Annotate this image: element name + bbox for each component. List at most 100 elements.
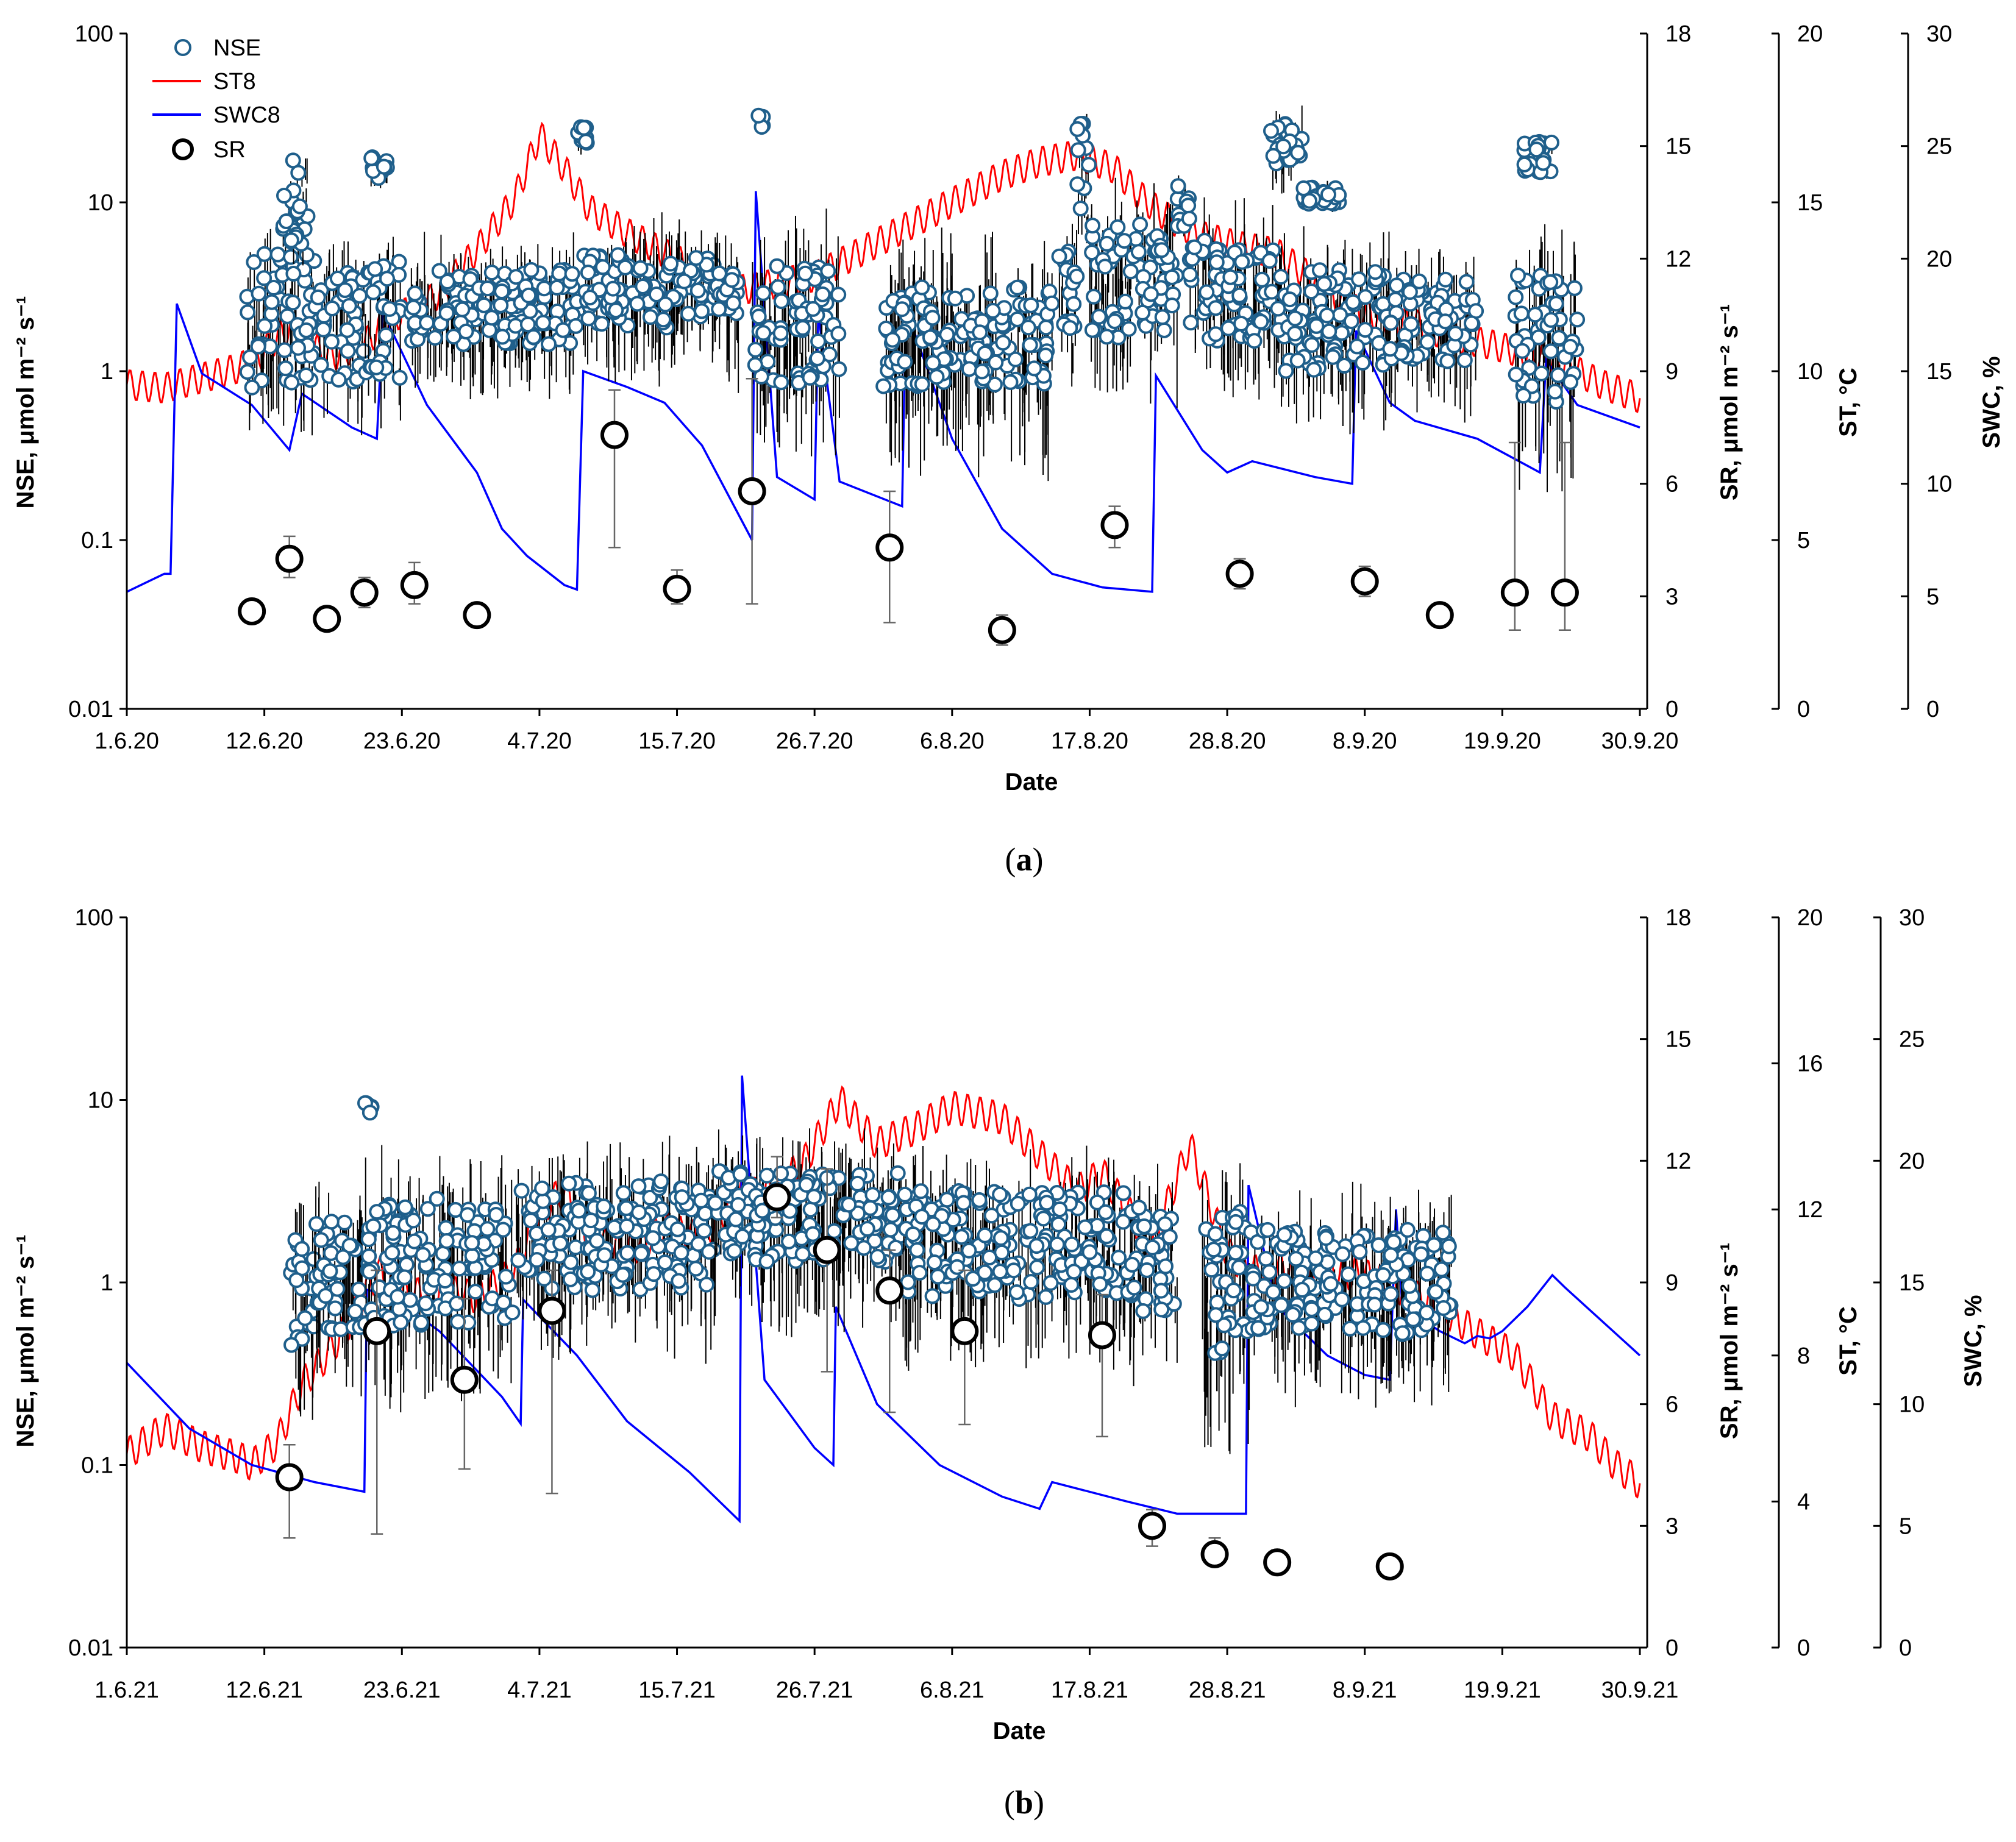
panel-a-nse-point — [1117, 293, 1133, 310]
panel-b-nse-point — [1209, 1294, 1225, 1310]
panel-b-sr-point — [275, 1463, 304, 1492]
panel-a-nse-point — [629, 296, 646, 312]
panel-b-nse-point — [419, 1201, 436, 1217]
panel-a-nse-point — [291, 198, 308, 215]
panel-b-nse-point — [1005, 1262, 1022, 1279]
panel-a-nse-point — [582, 290, 598, 306]
panel-b-nse-point — [1064, 1236, 1080, 1253]
panel-a-x-tick-label: 12.6.20 — [226, 728, 303, 754]
panel-b-nse-point — [283, 1337, 299, 1353]
panel-b-nse-point — [1386, 1234, 1402, 1250]
panel-a-nse-point — [885, 332, 901, 348]
panel-a-nse-point — [1085, 218, 1101, 234]
panel-b-sr-tick-label: 6 — [1665, 1392, 1678, 1418]
panel-b-nse-point — [1139, 1262, 1155, 1278]
panel-b-nse-point — [361, 1248, 377, 1265]
panel-a-sr-point — [1225, 560, 1254, 588]
panel-a-nse-point — [802, 369, 818, 386]
panel-a-nse-point — [330, 371, 347, 388]
panel-b-nse-point — [1303, 1315, 1320, 1332]
panel-a-nse-point — [298, 368, 315, 383]
panel-b-nse-point — [1265, 1284, 1281, 1300]
panel-a-nse-point — [694, 303, 710, 319]
panel-b-sr-point — [363, 1317, 391, 1345]
panel-a-nse-point — [578, 133, 594, 150]
panel-b-nse-point — [730, 1197, 746, 1213]
panel-a-nse-point — [519, 316, 536, 333]
panel-b-nse-point — [347, 1303, 363, 1320]
panel-a-nse-point — [676, 273, 693, 290]
panel-a-left-tick-label: 10 — [88, 190, 113, 216]
panel-b-nse-point — [1008, 1284, 1025, 1300]
panel-a-nse-point — [551, 265, 568, 282]
panel-a-nse-point — [1122, 263, 1139, 280]
panel-a-sr-tick-label: 9 — [1665, 359, 1678, 385]
panel-b-nse-point — [1227, 1245, 1244, 1261]
panel-b-st-axis-title: ST, °C — [1835, 1306, 1862, 1376]
panel-b-swc-tick-label: 10 — [1899, 1392, 1925, 1418]
legend-sr-marker — [172, 138, 194, 160]
panel-b-nse-point — [992, 1230, 1009, 1246]
panel-a-nse-point — [724, 272, 740, 288]
panel-a-nse-point — [897, 354, 913, 370]
panel-a-nse-point — [1311, 262, 1328, 279]
legend-st-label: ST8 — [213, 69, 256, 94]
panel-b-nse-point — [885, 1207, 901, 1223]
panel-b-nse-point — [856, 1240, 872, 1256]
panel-b-nse-point — [926, 1254, 942, 1270]
panel-b-nse-point — [529, 1252, 545, 1268]
panel-a-nse-point — [1143, 286, 1159, 302]
panel-a-nse-point — [875, 378, 892, 394]
panel-a-nse-point — [1287, 325, 1303, 342]
panel-a-nse-point — [617, 259, 633, 276]
panel-b-nse-point — [924, 1288, 941, 1304]
panel-b-nse-point — [583, 1212, 599, 1229]
panel-a-nse-point — [1069, 121, 1086, 137]
panel-b-nse-point — [1366, 1296, 1383, 1313]
panel-a-nse-point — [244, 379, 260, 396]
panel-a-nse-point — [1447, 325, 1464, 342]
panel-a-nse-point — [521, 287, 537, 304]
panel-a-nse-point — [250, 338, 266, 355]
panel-b-nse-point — [1042, 1275, 1059, 1291]
panel-b-sr-point — [813, 1236, 841, 1264]
panel-a-swc-tick-label: 5 — [1926, 584, 1939, 610]
panel-a-sr-tick-label: 15 — [1665, 134, 1691, 160]
panel-b-nse-point — [1225, 1282, 1242, 1299]
panel-a-nse-point — [1208, 326, 1224, 343]
panel-b-nse-point — [688, 1261, 704, 1277]
panel-b-nse-point — [1284, 1307, 1301, 1323]
panel-a-nse-point — [439, 274, 455, 290]
panel-a-nse-point — [536, 280, 552, 297]
panel-a-nse-point — [1351, 271, 1367, 288]
panel-a-nse-point — [1464, 315, 1480, 332]
panel-a-sr-point — [463, 601, 491, 630]
panel-b-nse-point — [619, 1245, 635, 1261]
panel-a-swc-tick-label: 30 — [1926, 21, 1952, 47]
panel-b-x-tick-label: 4.7.21 — [507, 1677, 572, 1703]
panel-a-nse-point — [1550, 367, 1566, 383]
panel-b-nse-point — [1035, 1211, 1052, 1227]
panel-b-st-tick-label: 12 — [1797, 1197, 1823, 1223]
panel-b-nse-point — [415, 1246, 431, 1263]
panel-b-nse-point — [510, 1252, 527, 1268]
panel-a-sr-tick-label: 12 — [1665, 246, 1691, 272]
panel-b-nse-point — [1038, 1289, 1054, 1305]
panel-a-sr-point — [275, 544, 304, 573]
panel-a-nse-point — [1510, 268, 1526, 284]
panel-b-nse-point — [953, 1229, 970, 1245]
panel-b-nse-point — [561, 1175, 577, 1192]
panel-a-nse-point — [928, 369, 945, 385]
panel-b-x-tick-label: 19.9.21 — [1464, 1677, 1541, 1703]
panel-a-nse-point — [285, 294, 301, 311]
panel-a-nse-point — [1154, 309, 1170, 325]
panel-a-nse-point — [407, 285, 423, 302]
panel-a-nse-point — [508, 269, 524, 285]
panel-b-nse-point — [1370, 1237, 1387, 1253]
panel-b-sr-point — [950, 1317, 979, 1345]
panel-b-nse-point — [596, 1247, 613, 1264]
panel-a-nse-point — [750, 308, 767, 325]
panel-b-sr-tick-label: 18 — [1665, 905, 1691, 931]
panel-a-nse-point — [279, 308, 296, 324]
